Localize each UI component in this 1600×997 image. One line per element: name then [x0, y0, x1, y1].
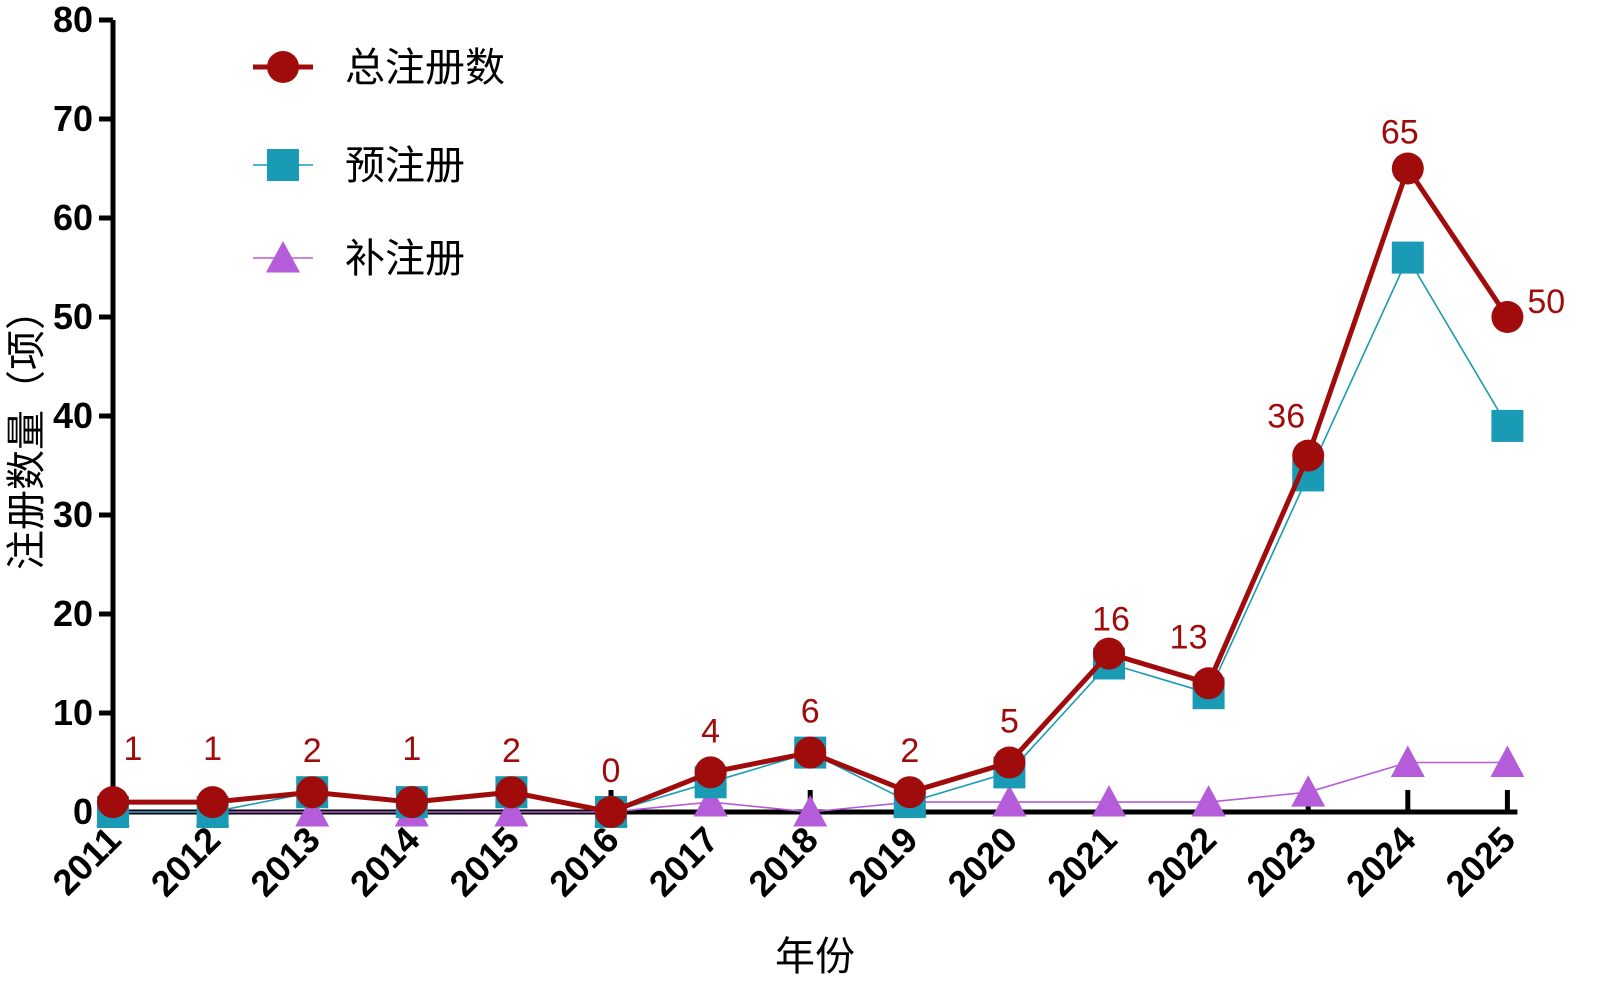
legend-item-total: 总注册数 [253, 45, 505, 91]
data-label: 36 [1267, 398, 1305, 436]
x-tick-label: 2025 [1437, 819, 1523, 905]
y-tick-label: 40 [53, 395, 93, 436]
point-post [1092, 785, 1126, 817]
legend-marker [266, 241, 300, 273]
data-label: 2 [502, 732, 521, 770]
y-tick-label: 10 [53, 692, 93, 733]
point-post [1291, 775, 1326, 807]
x-tick-label: 2014 [342, 819, 428, 905]
point-total [296, 776, 329, 809]
point-total [97, 786, 129, 819]
x-tick-label: 2023 [1238, 819, 1324, 905]
legend-marker [267, 51, 299, 83]
x-tick-label: 2011 [44, 819, 128, 903]
data-label: 1 [402, 730, 421, 768]
x-tick-label: 2012 [143, 819, 229, 905]
x-tick-label: 2017 [641, 819, 727, 905]
data-label: 1 [203, 730, 222, 768]
y-tick-label: 20 [53, 593, 93, 634]
point-total [196, 786, 229, 819]
x-tick-label: 2013 [242, 819, 328, 905]
legend-marker [267, 149, 299, 181]
x-tick-label: 2020 [939, 819, 1025, 905]
x-tick-label: 2024 [1338, 819, 1424, 905]
data-label: 5 [1000, 703, 1019, 741]
point-post [693, 785, 728, 817]
point-total [1491, 301, 1524, 333]
y-tick-label: 50 [53, 296, 93, 337]
point-post [793, 795, 828, 827]
point-total [495, 776, 528, 809]
point-total [694, 756, 727, 789]
legend-label: 预注册 [345, 143, 465, 189]
data-label: 16 [1092, 601, 1130, 639]
legend-label: 总注册数 [345, 45, 505, 91]
point-total [1292, 439, 1325, 472]
x-tick-label: 2021 [1039, 819, 1125, 905]
point-post [1191, 785, 1226, 817]
series-total [97, 152, 1524, 828]
x-tick-label: 2019 [840, 819, 926, 905]
data-label: 4 [701, 712, 720, 750]
y-tick-label: 60 [53, 197, 93, 238]
point-pre [1391, 241, 1424, 274]
series-layer [96, 152, 1525, 828]
legend-item-post: 补注册 [253, 236, 465, 282]
data-label: 50 [1527, 283, 1565, 321]
data-labels: 1 1 2 1 2 0 4 6 2 5 16 13 36 65 50 [124, 114, 1566, 791]
point-post [295, 795, 330, 827]
point-post [1390, 745, 1425, 777]
point-pre [1491, 409, 1524, 442]
data-label: 65 [1381, 114, 1419, 152]
point-post [992, 785, 1027, 817]
point-total [1391, 152, 1424, 185]
point-post [494, 795, 529, 827]
data-label: 2 [303, 732, 322, 770]
point-total [794, 736, 827, 769]
point-total [993, 746, 1026, 779]
data-label: 13 [1170, 618, 1208, 656]
y-tick-label: 80 [53, 0, 93, 40]
point-total [595, 796, 627, 828]
data-label: 6 [801, 693, 820, 731]
data-label: 1 [124, 730, 143, 768]
y-tick-label: 0 [73, 791, 93, 832]
point-total [1192, 667, 1225, 700]
point-total [893, 776, 926, 809]
legend-label: 补注册 [345, 236, 465, 282]
legend-item-pre: 预注册 [253, 143, 465, 189]
y-tick-label: 30 [53, 494, 93, 535]
x-tick-label: 2022 [1139, 819, 1225, 905]
x-tick-label: 2016 [541, 819, 627, 905]
y-tick-label: 70 [53, 98, 93, 139]
y-axis-title: 注册数量（项） [4, 290, 50, 570]
data-label: 0 [602, 752, 621, 790]
point-total [1093, 637, 1125, 670]
point-post [1490, 745, 1525, 777]
data-label: 2 [900, 732, 919, 770]
x-tick-label: 2015 [441, 819, 527, 905]
point-total [395, 786, 428, 819]
x-axis-title: 年份 [775, 934, 855, 980]
x-tick-label: 2018 [740, 819, 826, 905]
